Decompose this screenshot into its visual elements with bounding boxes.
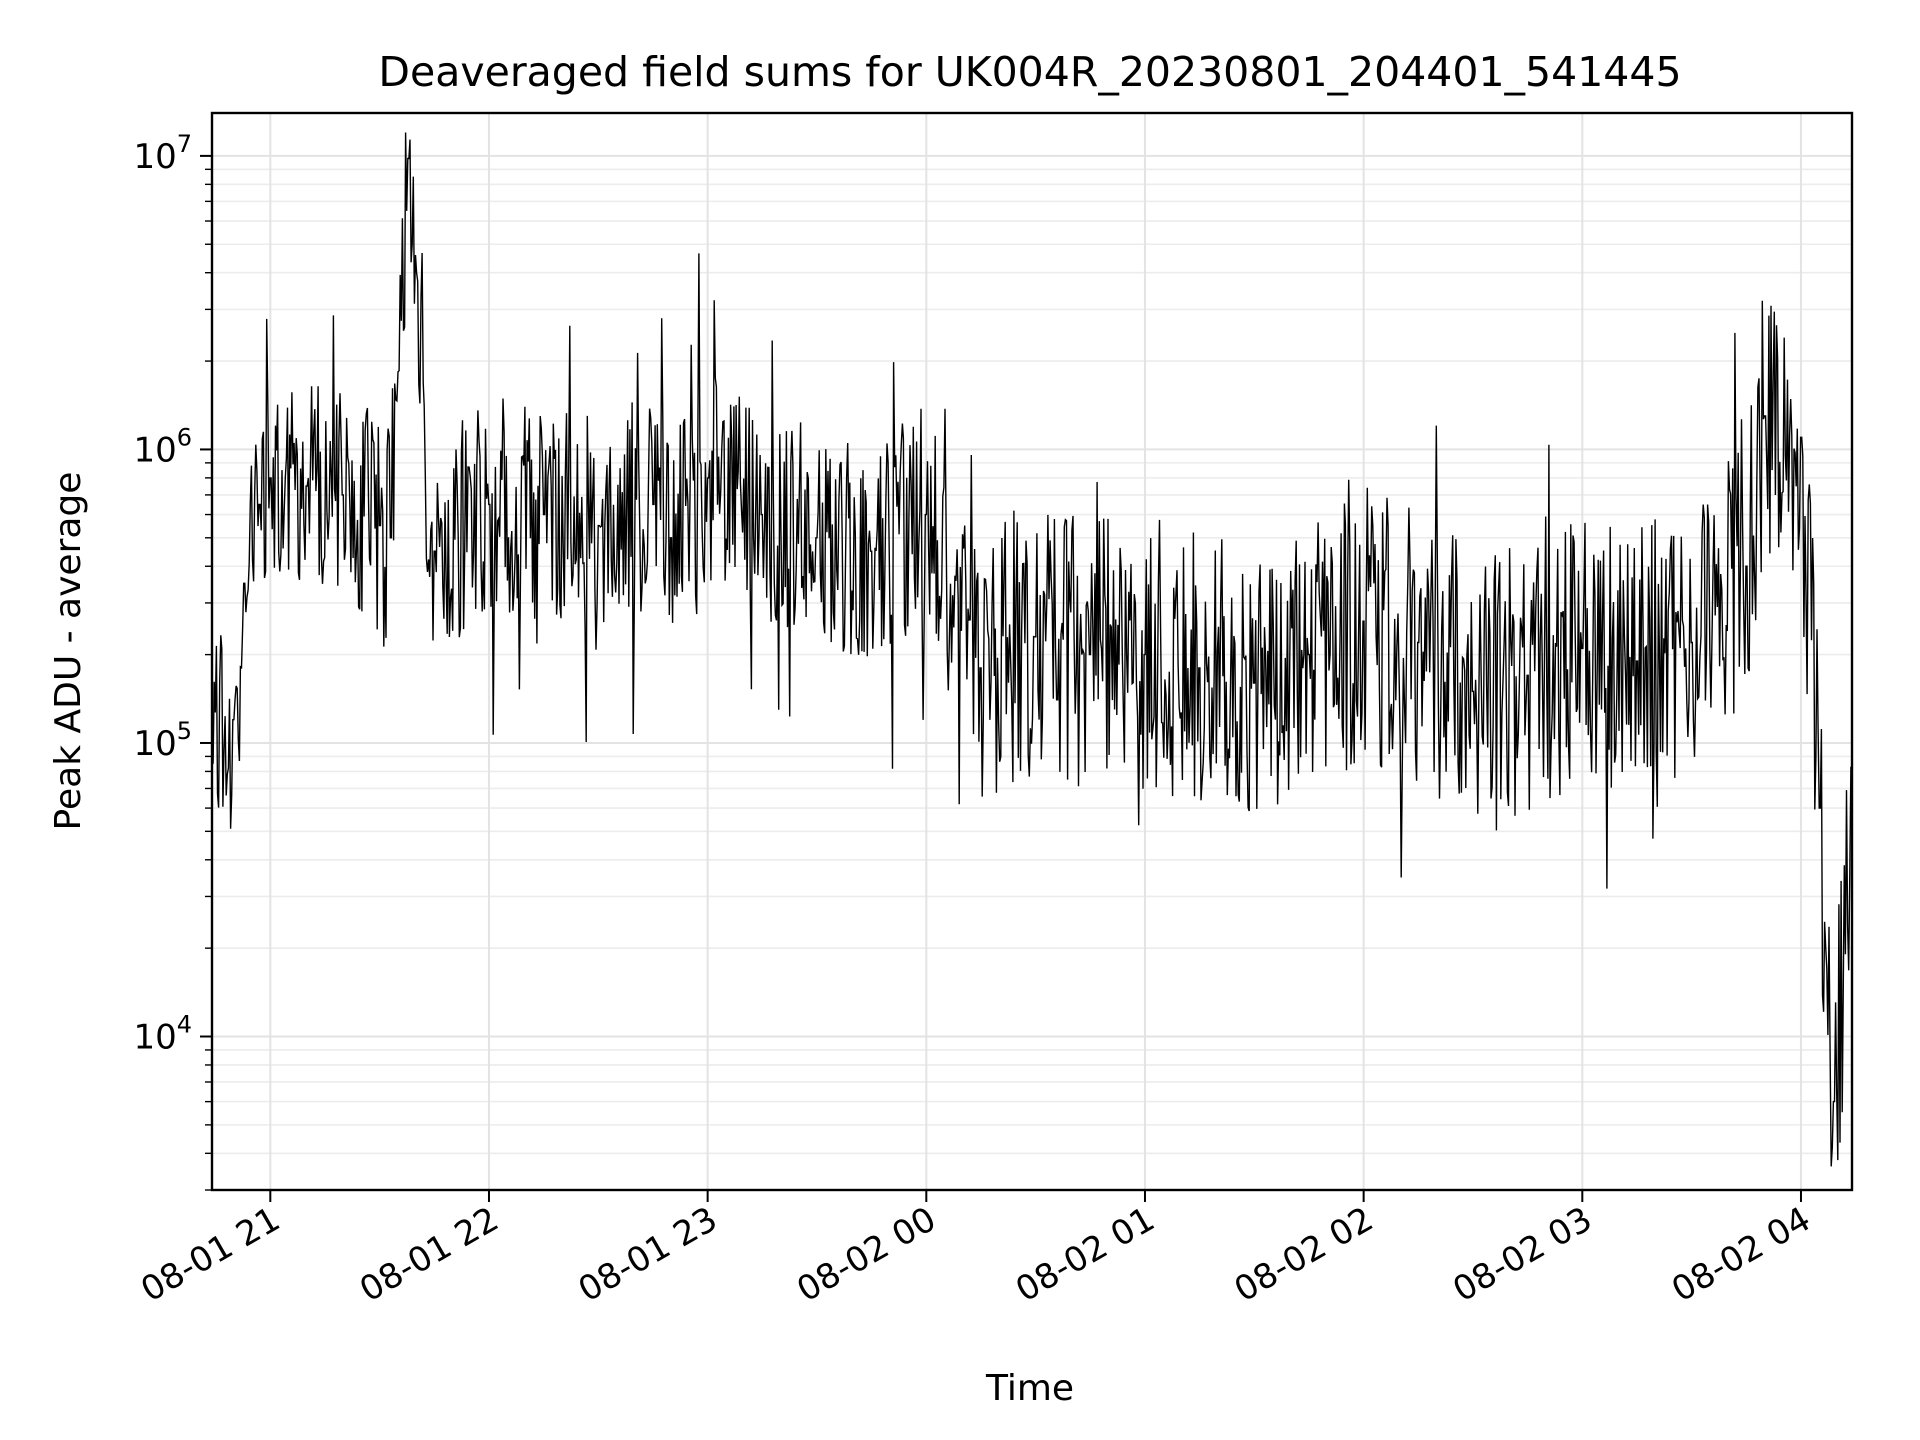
x-axis-label: Time (985, 1368, 1074, 1409)
y-tick-label: 106 (133, 423, 192, 470)
series-line (211, 132, 1853, 1167)
x-tick-label: 08-01 22 (353, 1199, 505, 1310)
x-tick-label: 08-01 21 (134, 1199, 286, 1310)
x-tick-label: 08-02 00 (790, 1199, 942, 1310)
y-tick-label: 107 (133, 130, 192, 177)
x-tick-label: 08-02 01 (1009, 1199, 1161, 1310)
series-layer (211, 132, 1853, 1167)
x-tick-label: 08-02 03 (1446, 1199, 1598, 1310)
tick-layer: 104 105 106 107 08-01 21 08-01 22 08-01 23 08-0… (133, 130, 1817, 1310)
y-axis-label: Peak ADU - average (48, 472, 89, 831)
x-tick-label: 08-02 02 (1228, 1199, 1380, 1310)
x-tick-label: 08-01 23 (572, 1199, 724, 1310)
x-tick-label: 08-02 04 (1665, 1199, 1817, 1310)
grid (212, 113, 1852, 1191)
y-tick-label: 105 (133, 717, 192, 764)
chart-title: Deaveraged field sums for UK004R_2023080… (378, 48, 1681, 96)
y-tick-label: 104 (133, 1011, 192, 1058)
plot-frame (210, 111, 1854, 1192)
